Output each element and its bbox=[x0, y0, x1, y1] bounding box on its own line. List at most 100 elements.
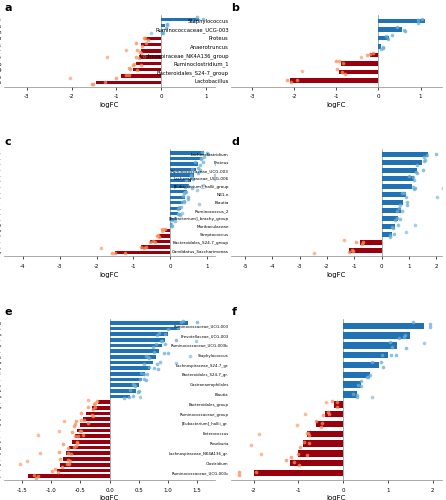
Bar bbox=[110, 384, 139, 387]
Point bbox=[326, 410, 333, 418]
Point bbox=[357, 378, 364, 386]
Point bbox=[159, 226, 166, 234]
Point bbox=[131, 382, 138, 390]
Bar bbox=[110, 350, 159, 353]
Point bbox=[194, 164, 202, 172]
Point bbox=[77, 426, 84, 434]
Point bbox=[334, 65, 341, 73]
Bar bbox=[170, 206, 182, 210]
Point bbox=[305, 429, 312, 437]
Point bbox=[108, 249, 116, 257]
Point bbox=[125, 71, 132, 79]
Point bbox=[142, 243, 149, 251]
Point bbox=[433, 150, 440, 158]
Point bbox=[79, 431, 86, 439]
Point bbox=[189, 166, 196, 173]
Bar bbox=[139, 56, 161, 59]
Point bbox=[111, 249, 118, 257]
Point bbox=[173, 358, 180, 366]
Bar bbox=[150, 240, 170, 243]
Point bbox=[354, 393, 361, 401]
Bar bbox=[381, 192, 406, 197]
Point bbox=[151, 364, 158, 372]
Point bbox=[365, 374, 372, 382]
Point bbox=[155, 230, 162, 238]
Point bbox=[121, 394, 128, 402]
Point bbox=[92, 400, 99, 407]
Bar bbox=[115, 251, 170, 254]
Point bbox=[173, 336, 180, 344]
Point bbox=[136, 54, 143, 62]
Point bbox=[305, 431, 312, 439]
Point bbox=[127, 386, 134, 394]
Point bbox=[190, 17, 197, 25]
Bar bbox=[343, 352, 388, 358]
Bar bbox=[98, 400, 110, 404]
Point bbox=[403, 344, 410, 352]
Point bbox=[236, 344, 244, 351]
Point bbox=[423, 151, 430, 159]
Point bbox=[385, 35, 392, 43]
Point bbox=[78, 416, 85, 424]
Point bbox=[193, 186, 200, 194]
Bar bbox=[170, 151, 203, 154]
Point bbox=[203, 150, 211, 158]
Point bbox=[91, 400, 98, 408]
Point bbox=[386, 232, 393, 240]
Point bbox=[402, 193, 409, 201]
Point bbox=[235, 472, 242, 480]
Point bbox=[73, 438, 80, 446]
Bar bbox=[92, 406, 110, 410]
Bar bbox=[343, 392, 357, 398]
Point bbox=[33, 474, 40, 482]
Point bbox=[75, 432, 82, 440]
Point bbox=[185, 195, 192, 203]
Point bbox=[73, 417, 80, 425]
Point bbox=[145, 363, 152, 371]
Point bbox=[303, 430, 310, 438]
Point bbox=[133, 38, 140, 46]
Bar bbox=[165, 229, 170, 232]
Point bbox=[409, 173, 417, 181]
Point bbox=[55, 426, 62, 434]
Point bbox=[401, 27, 409, 35]
Bar bbox=[170, 196, 185, 199]
Point bbox=[395, 220, 402, 228]
Point bbox=[159, 29, 166, 37]
Bar bbox=[254, 470, 343, 476]
Text: c: c bbox=[4, 137, 11, 147]
Point bbox=[89, 411, 96, 419]
Bar bbox=[343, 362, 379, 368]
Point bbox=[136, 48, 144, 56]
Point bbox=[378, 358, 385, 366]
Point bbox=[162, 330, 169, 338]
Bar bbox=[343, 382, 361, 388]
Bar bbox=[316, 421, 343, 427]
Point bbox=[134, 388, 141, 396]
Point bbox=[98, 244, 105, 252]
Point bbox=[236, 468, 243, 476]
Point bbox=[131, 60, 138, 68]
Point bbox=[363, 373, 371, 381]
Point bbox=[135, 387, 142, 395]
Point bbox=[177, 210, 184, 218]
Point bbox=[60, 416, 67, 424]
Point bbox=[370, 48, 377, 56]
Point bbox=[392, 351, 399, 359]
Point bbox=[247, 441, 254, 449]
Bar bbox=[379, 27, 401, 32]
Point bbox=[73, 442, 80, 450]
Point bbox=[145, 354, 153, 362]
Point bbox=[352, 238, 359, 246]
Point bbox=[414, 16, 421, 24]
Point bbox=[252, 468, 260, 476]
Point bbox=[302, 410, 309, 418]
Point bbox=[90, 404, 97, 412]
Point bbox=[150, 348, 157, 356]
Point bbox=[138, 42, 145, 50]
Bar bbox=[370, 52, 379, 58]
Point bbox=[194, 169, 201, 177]
Point bbox=[296, 462, 303, 469]
Point bbox=[144, 370, 151, 378]
Point bbox=[421, 156, 428, 164]
